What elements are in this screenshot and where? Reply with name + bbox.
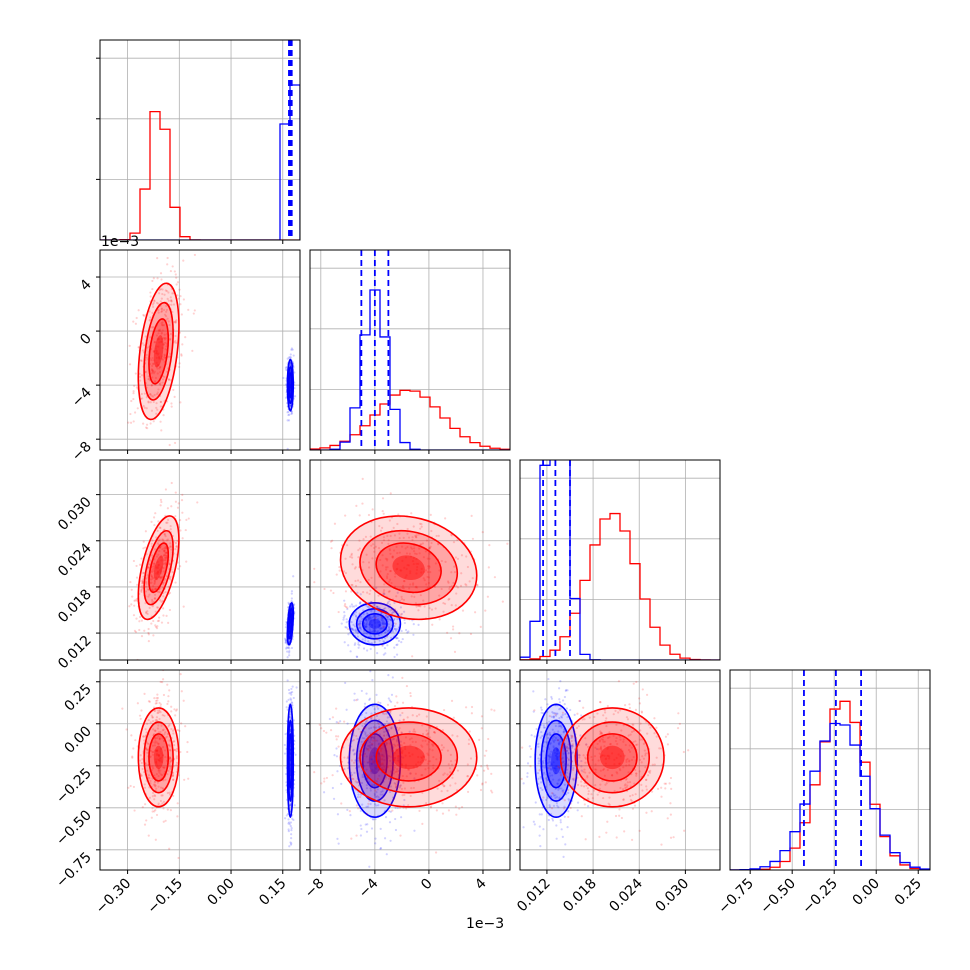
scatter-panel-p1-p4	[100, 670, 300, 870]
samples-series-1-p2-p3	[313, 477, 509, 658]
samples-series-1-p1-p4	[121, 670, 190, 860]
hist-panel-p1	[100, 40, 300, 240]
y-tick-label-p4-3: 0.00	[61, 723, 94, 756]
y-tick-label-p2-2: 0	[77, 331, 95, 349]
y-tick-label-p2-1: −4	[69, 385, 95, 411]
hist-series-2-p2	[310, 289, 510, 450]
hist-series-1-p2	[310, 389, 510, 450]
x-tick-label-p4-3: 0.00	[850, 876, 883, 909]
x-tick-label-p3-3: 0.030	[653, 876, 693, 916]
hist-series-1-p1	[100, 110, 300, 240]
y-tick-label-p2-3: 4	[77, 276, 95, 294]
scatter-panel-p1-p3	[100, 460, 300, 660]
panel-frame-2-1	[309, 459, 511, 661]
y-tick-label-p4-2: −0.25	[53, 765, 95, 807]
samples-series-2-p1-p4	[283, 679, 298, 848]
offset-text-p1-y: 1e−3	[101, 234, 139, 250]
scatter-panel-p2-p3	[310, 460, 510, 660]
scatter-panel-p2-p4	[310, 670, 510, 870]
hist-series-2-p1	[100, 84, 300, 240]
offset-text-p1-x: 1e−3	[466, 916, 504, 932]
tick-labels-layer: −0.30 −0.15 0.00 0.15 −8 −4 0 4 0.012 0.018 0.024 0…	[53, 276, 925, 917]
panel-frame-0-0	[99, 39, 301, 241]
samples-series-2-p1-p2	[282, 347, 297, 450]
samples-series-1-p2-p4	[310, 676, 496, 854]
hist-series-1-p3	[520, 512, 720, 660]
samples-series-2-p2-p3	[328, 586, 420, 659]
x-tick-label-p1-1: −0.15	[144, 876, 186, 918]
y-tick-label-p3-1: 0.018	[55, 586, 95, 626]
panel-frame-1-1	[309, 249, 511, 451]
y-tick-label-p3-2: 0.024	[55, 540, 95, 580]
samples-series-2-p1-p3	[283, 575, 296, 659]
x-tick-label-p2-3: 4	[472, 875, 490, 893]
x-tick-label-p2-0: −8	[302, 876, 328, 902]
x-tick-label-p4-0: −0.75	[715, 876, 757, 918]
x-tick-label-p1-0: −0.30	[93, 876, 135, 918]
x-tick-label-p4-4: 0.25	[892, 876, 925, 909]
hist-series-2-p3	[520, 460, 720, 660]
x-tick-label-p1-3: 0.15	[256, 876, 289, 909]
panel-frame-3-1	[309, 669, 511, 871]
x-tick-label-p4-2: −0.25	[799, 876, 841, 918]
panel-frame-3-3	[729, 669, 931, 871]
hist-panel-p2	[310, 250, 510, 450]
hist-series-2-p4	[730, 722, 930, 870]
panel-frame-1-0	[99, 249, 301, 451]
panel-frame-2-2	[519, 459, 721, 661]
y-tick-label-p4-1: −0.50	[53, 807, 95, 849]
samples-series-1-p1-p3	[128, 481, 199, 660]
x-tick-label-p1-2: 0.00	[205, 876, 238, 909]
panel-frame-3-0	[99, 669, 301, 871]
y-tick-label-p4-0: −0.75	[53, 849, 95, 891]
panels-layer	[96, 39, 931, 874]
y-tick-label-p4-4: 0.25	[61, 681, 94, 714]
panel-frame-3-2	[519, 669, 721, 871]
panel-frame-2-0	[99, 459, 301, 661]
x-tick-label-p3-1: 0.018	[560, 876, 600, 916]
samples-series-1-p1-p2	[127, 253, 197, 447]
x-tick-label-p2-1: −4	[356, 875, 382, 901]
y-tick-label-p3-0: 0.012	[55, 633, 95, 673]
hist-panel-p4	[730, 670, 930, 870]
scatter-panel-p3-p4	[520, 670, 720, 870]
x-tick-label-p3-2: 0.024	[606, 875, 646, 915]
samples-series-1-p3-p4	[520, 680, 690, 846]
x-tick-label-p4-1: −0.50	[757, 876, 799, 918]
hist-panel-p3	[520, 460, 720, 660]
y-tick-label-p2-0: −8	[69, 439, 95, 465]
y-tick-label-p3-3: 0.030	[55, 494, 95, 534]
x-tick-label-p3-0: 0.012	[514, 876, 554, 916]
x-tick-label-p2-2: 0	[418, 876, 436, 894]
scatter-panel-p1-p2	[100, 250, 300, 450]
